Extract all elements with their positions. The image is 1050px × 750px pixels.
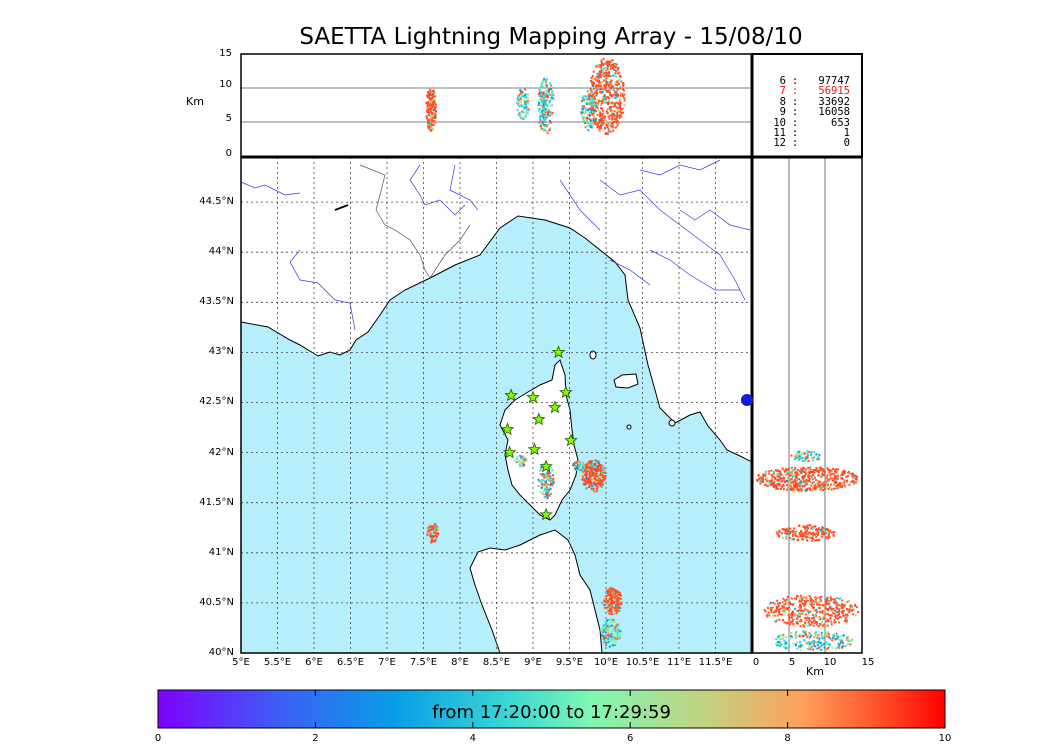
count-row: 11:1 [773, 127, 850, 140]
station-star-icon [500, 422, 515, 436]
lon-tick-label: 11°E [666, 657, 692, 668]
counts-panel [751, 53, 863, 158]
count-row: 10:653 [773, 116, 850, 129]
lon-tick-label: 8.5°E [482, 657, 511, 668]
page-title: SAETTA Lightning Mapping Array - 15/08/1… [299, 24, 803, 50]
colorbar-tick-label: 4 [469, 733, 476, 744]
map-panel [241, 157, 752, 653]
station-star-icon [502, 445, 517, 459]
top-km-label: Km [186, 95, 204, 108]
count-row: 6:97747 [779, 75, 850, 87]
borders [359, 164, 471, 279]
lon-tick-label: 5°E [232, 657, 250, 668]
count-row: 7:56915 [779, 85, 850, 98]
altitude-longitude-panel [240, 53, 753, 158]
colorbar-label: from 17:20:00 to 17:29:59 [432, 702, 671, 723]
lon-tick-label: 10°E [593, 657, 619, 668]
colorbar-tick-label: 6 [627, 733, 634, 744]
source-counts: 6:97747 7:56915 8:33692 9:16058 10:653 11:1 12… [756, 76, 856, 149]
station-star-icon [559, 385, 573, 399]
station-star-icon [564, 433, 578, 447]
lat-tick-label: 40°N [208, 647, 234, 658]
elba [613, 373, 639, 389]
lat-tick-label: 43.5°N [199, 296, 234, 308]
corsica [499, 359, 579, 521]
lon-tick-label: 11.5°E [698, 657, 733, 668]
lat-tick-label: 44.5°N [199, 196, 234, 208]
station-star-icon [532, 412, 546, 426]
lat-tick-label: 42°N [208, 446, 234, 458]
rivers [241, 159, 751, 331]
lma-stations [500, 345, 578, 521]
side-altitude-tick-label: 5 [788, 657, 796, 668]
count-row: 9:16058 [779, 106, 850, 119]
lat-tick-label: 41°N [208, 546, 234, 558]
lon-tick-label: 9°E [524, 657, 542, 668]
altitude-tick-label: 0 [225, 148, 232, 159]
station-star-icon [551, 345, 566, 359]
side-altitude-tick-label: 15 [861, 657, 875, 668]
lon-tick-label: 6°E [305, 657, 323, 668]
altitude-tick-label: 5 [225, 113, 232, 124]
lat-lon-grid [241, 157, 752, 653]
colorbar-tick-label: 2 [312, 733, 319, 744]
altitude-tick-label: 10 [219, 79, 232, 90]
station-star-icon [526, 390, 540, 404]
count-row: 12:0 [773, 137, 850, 150]
lat-tick-label: 43°N [208, 346, 234, 358]
side-lightning-sources [756, 450, 860, 651]
side-altitude-tick-label: 10 [823, 657, 837, 668]
lon-tick-label: 7.5°E [409, 657, 438, 668]
lon-tick-label: 5.5°E [263, 657, 292, 668]
side-altitude-tick-label: 0 [752, 657, 760, 668]
blue-marker [741, 394, 753, 406]
station-star-icon [539, 507, 553, 521]
latitude-altitude-panel [751, 156, 863, 654]
side-km-label: Km [806, 665, 824, 678]
lon-tick-label: 7°E [378, 657, 396, 668]
lat-tick-label: 42.5°N [199, 396, 234, 408]
lat-tick-label: 44°N [208, 246, 234, 258]
top-lightning-sources [425, 57, 626, 135]
mainland [241, 157, 752, 463]
lon-tick-label: 8°E [451, 657, 469, 668]
station-star-icon [539, 459, 553, 473]
lon-tick-label: 9.5°E [555, 657, 584, 668]
station-star-icon [548, 400, 562, 414]
altitude-tick-label: 15 [219, 48, 232, 59]
colorbar-tick-label: 10 [938, 733, 952, 744]
sardinia [469, 529, 603, 653]
lon-tick-label: 6.5°E [336, 657, 365, 668]
lon-tick-label: 10.5°E [625, 657, 660, 668]
colorbar-tick-label: 0 [154, 733, 162, 744]
colorbar [157, 689, 946, 729]
colorbar-tick-label: 8 [784, 733, 791, 744]
station-star-icon [504, 388, 518, 402]
lat-tick-label: 41.5°N [199, 496, 234, 508]
lat-tick-label: 40.5°N [199, 596, 234, 608]
station-star-icon [527, 442, 542, 456]
count-row: 8:33692 [779, 95, 850, 108]
